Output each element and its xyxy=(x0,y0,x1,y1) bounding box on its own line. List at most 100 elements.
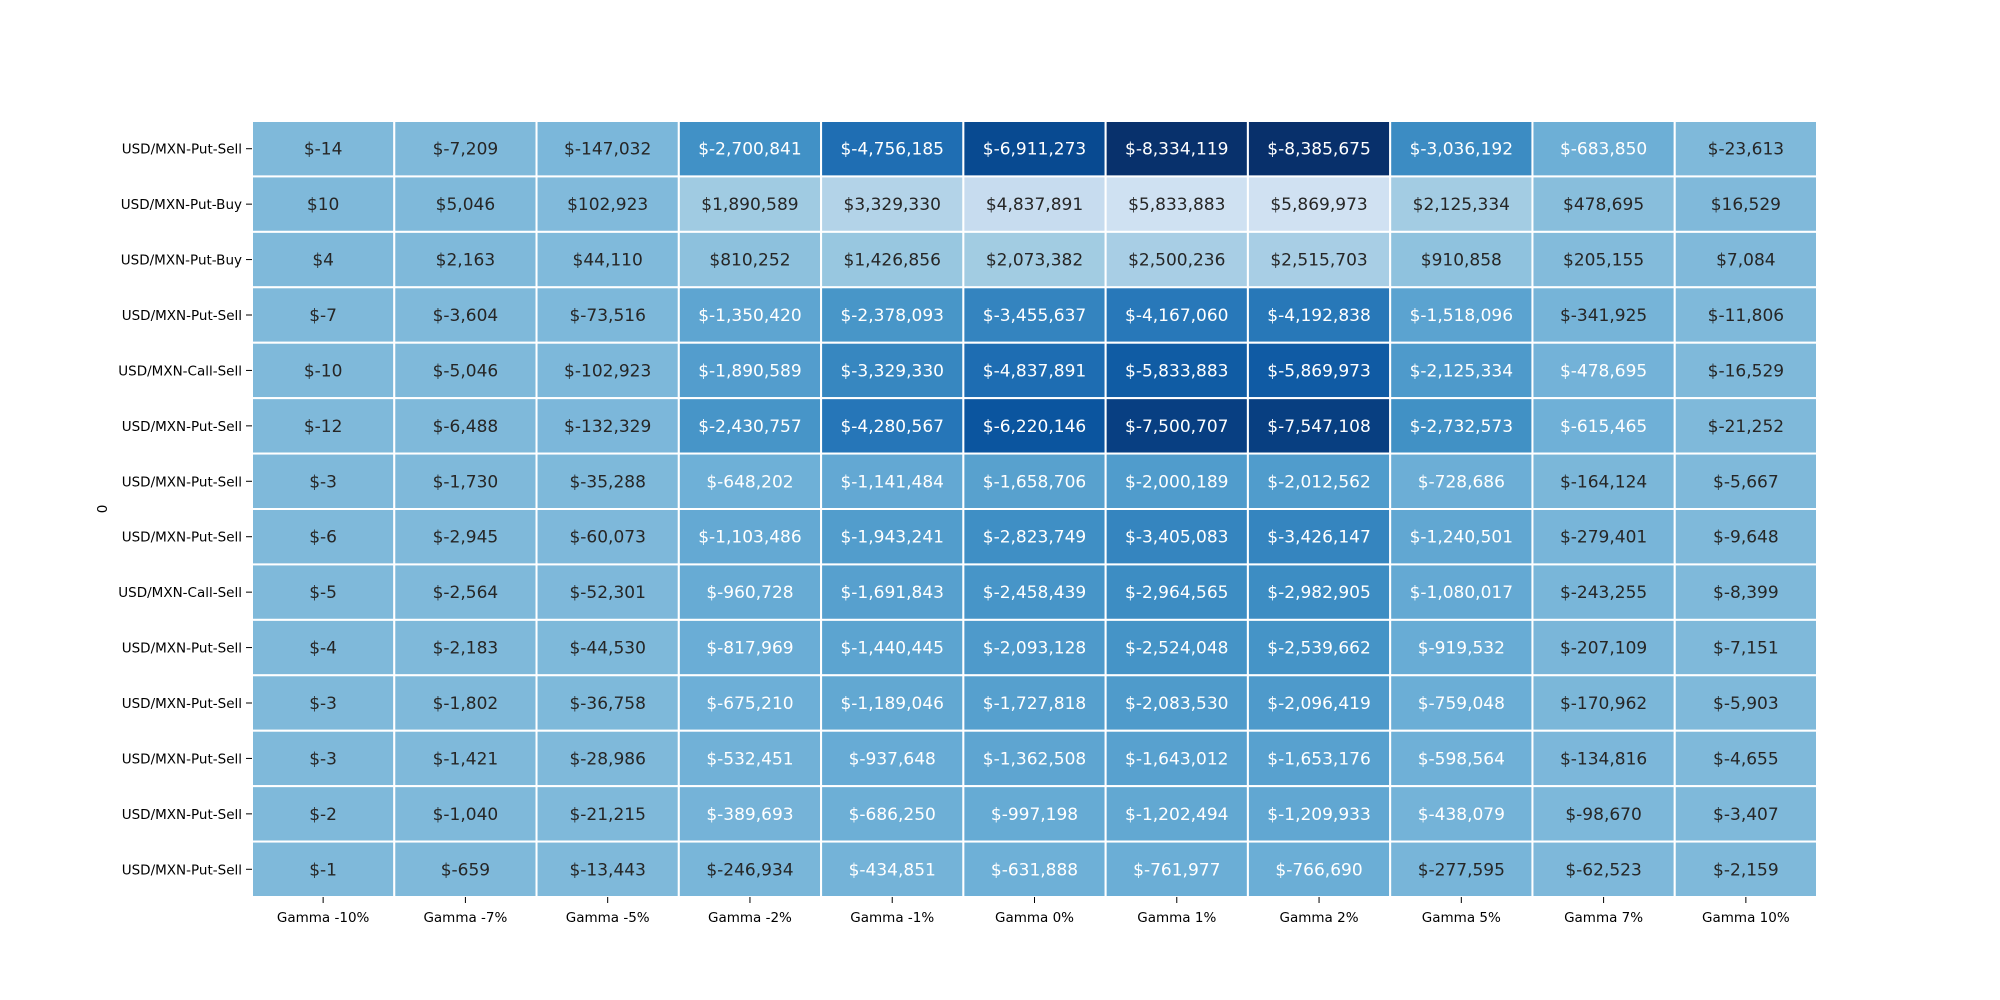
y-tick-label: USD/MXN-Put-Buy xyxy=(121,197,242,213)
cell-value-label: $-5,903 xyxy=(1713,694,1779,714)
y-tick-label: USD/MXN-Put-Sell xyxy=(122,474,242,490)
cell-value-label: $-478,695 xyxy=(1560,361,1647,381)
cell-value-label: $810,252 xyxy=(709,251,790,271)
cell-value-label: $-5,833,883 xyxy=(1125,361,1228,381)
heatmap-cell xyxy=(1531,175,1676,233)
y-tick-label: USD/MXN-Put-Sell xyxy=(122,142,242,158)
cell-value-label: $-279,401 xyxy=(1560,528,1647,548)
heatmap-cell xyxy=(1389,674,1534,732)
cell-value-label: $-3 xyxy=(309,472,337,492)
cell-value-label: $-4,167,060 xyxy=(1125,306,1228,326)
cell-value-label: $4 xyxy=(312,251,334,271)
cell-value-label: $-23,613 xyxy=(1708,140,1784,160)
cell-value-label: $-532,451 xyxy=(706,749,793,769)
cell-value-label: $-1,141,484 xyxy=(840,472,943,492)
cell-value-label: $-389,693 xyxy=(706,805,793,825)
x-tick-label: Gamma 0% xyxy=(995,910,1074,926)
heatmap-cell xyxy=(1246,618,1392,677)
cell-value-label: $-1,189,046 xyxy=(840,694,943,714)
heatmap-cell xyxy=(1389,175,1534,233)
cell-value-label: $-2,125,334 xyxy=(1410,361,1513,381)
x-tick-label: Gamma 2% xyxy=(1280,910,1359,926)
cell-value-label: $-21,215 xyxy=(569,805,645,825)
heatmap-cell xyxy=(1531,508,1676,566)
cell-value-label: $-4 xyxy=(309,639,337,659)
cell-value-label: $-36,758 xyxy=(569,694,645,714)
cell-value-label: $-277,595 xyxy=(1418,860,1505,880)
cell-value-label: $-21,252 xyxy=(1708,417,1784,437)
y-tick-label: USD/MXN-Put-Sell xyxy=(122,807,242,823)
cell-value-label: $1,890,589 xyxy=(701,195,798,215)
cell-value-label: $-5,046 xyxy=(433,361,499,381)
heatmap-cell xyxy=(393,729,538,788)
heatmap-cell xyxy=(393,120,538,178)
cell-value-label: $-2,430,757 xyxy=(698,417,801,437)
cell-value-label: $-5 xyxy=(309,583,337,603)
cell-value-label: $-434,851 xyxy=(849,860,936,880)
cell-value-label: $-2,539,662 xyxy=(1267,639,1370,659)
heatmap-cell xyxy=(820,674,965,732)
cell-value-label: $-3,405,083 xyxy=(1125,528,1228,548)
cell-value-label: $-164,124 xyxy=(1560,472,1647,492)
heatmap-cell xyxy=(962,785,1107,843)
heatmap-cell xyxy=(820,230,965,289)
heatmap-cell xyxy=(1104,563,1249,621)
heatmap-cell xyxy=(1673,175,1819,233)
cell-value-label: $2,073,382 xyxy=(986,251,1083,271)
x-tick-label: Gamma -1% xyxy=(850,910,934,926)
heatmap-cell xyxy=(1246,729,1392,788)
y-axis-label: 0 xyxy=(95,505,111,514)
heatmap-cell xyxy=(535,563,680,621)
heatmap-cell xyxy=(393,840,538,898)
heatmap-cell xyxy=(1673,785,1819,843)
cell-value-label: $-438,079 xyxy=(1418,805,1505,825)
cell-value-label: $-7,500,707 xyxy=(1125,417,1228,437)
heatmap-cell xyxy=(1246,563,1392,621)
heatmap-cell xyxy=(820,508,965,566)
heatmap-cell xyxy=(1104,729,1249,788)
heatmap-cell xyxy=(677,397,823,455)
cell-value-label: $-1,202,494 xyxy=(1125,805,1228,825)
cell-value-label: $-3,604 xyxy=(433,306,499,326)
cell-value-label: $5,833,883 xyxy=(1128,195,1225,215)
cell-value-label: $-16,529 xyxy=(1708,361,1784,381)
heatmap-cell xyxy=(1673,729,1819,788)
heatmap-cell xyxy=(1104,175,1249,233)
cell-value-label: $910,858 xyxy=(1421,251,1502,271)
heatmap-cell xyxy=(1673,452,1819,511)
heatmap-cell xyxy=(1389,618,1534,677)
cell-value-label: $5,869,973 xyxy=(1270,195,1367,215)
cell-value-label: $-4,192,838 xyxy=(1267,306,1370,326)
cell-value-label: $44,110 xyxy=(573,251,643,271)
cell-value-label: $-683,850 xyxy=(1560,140,1647,160)
cell-value-label: $-2,964,565 xyxy=(1125,583,1228,603)
heatmap-cell xyxy=(535,729,680,788)
heatmap-cell xyxy=(251,230,396,289)
cell-value-label: $-6,911,273 xyxy=(983,140,1086,160)
heatmap-cells: $-14 $-7,209 $-147,032 $-2,700,841 $-4,756,1… xyxy=(251,120,1819,898)
cell-value-label: $-2 xyxy=(309,805,337,825)
cell-value-label: $-341,925 xyxy=(1560,306,1647,326)
cell-value-label: $-3,036,192 xyxy=(1410,140,1513,160)
cell-value-label: $-102,923 xyxy=(564,361,651,381)
cell-value-label: $-73,516 xyxy=(569,306,645,326)
cell-value-label: $-2,012,562 xyxy=(1267,472,1370,492)
heatmap-cell xyxy=(393,452,538,511)
cell-value-label: $-2,093,128 xyxy=(983,639,1086,659)
y-tick-label: USD/MXN-Put-Sell xyxy=(122,530,242,546)
y-tick-labels: USD/MXN-Put-Sell USD/MXN-Put-Buy USD/MXN-P… xyxy=(118,142,252,878)
cell-value-label: $10 xyxy=(307,195,339,215)
heatmap-cell xyxy=(1246,508,1392,566)
heatmap-cell xyxy=(1389,397,1534,455)
cell-value-label: $-919,532 xyxy=(1418,639,1505,659)
heatmap-cell xyxy=(535,286,680,344)
cell-value-label: $-1,421 xyxy=(433,749,499,769)
x-tick-labels: Gamma -10% Gamma -7% Gamma -5% Gamma -2% Gam… xyxy=(277,897,1790,926)
heatmap-cell xyxy=(820,618,965,677)
cell-value-label: $2,163 xyxy=(436,251,495,271)
cell-value-label: $-1 xyxy=(309,860,337,880)
heatmap-cell xyxy=(535,452,680,511)
y-tick-label: USD/MXN-Put-Sell xyxy=(122,641,242,657)
heatmap-cell xyxy=(677,840,823,898)
